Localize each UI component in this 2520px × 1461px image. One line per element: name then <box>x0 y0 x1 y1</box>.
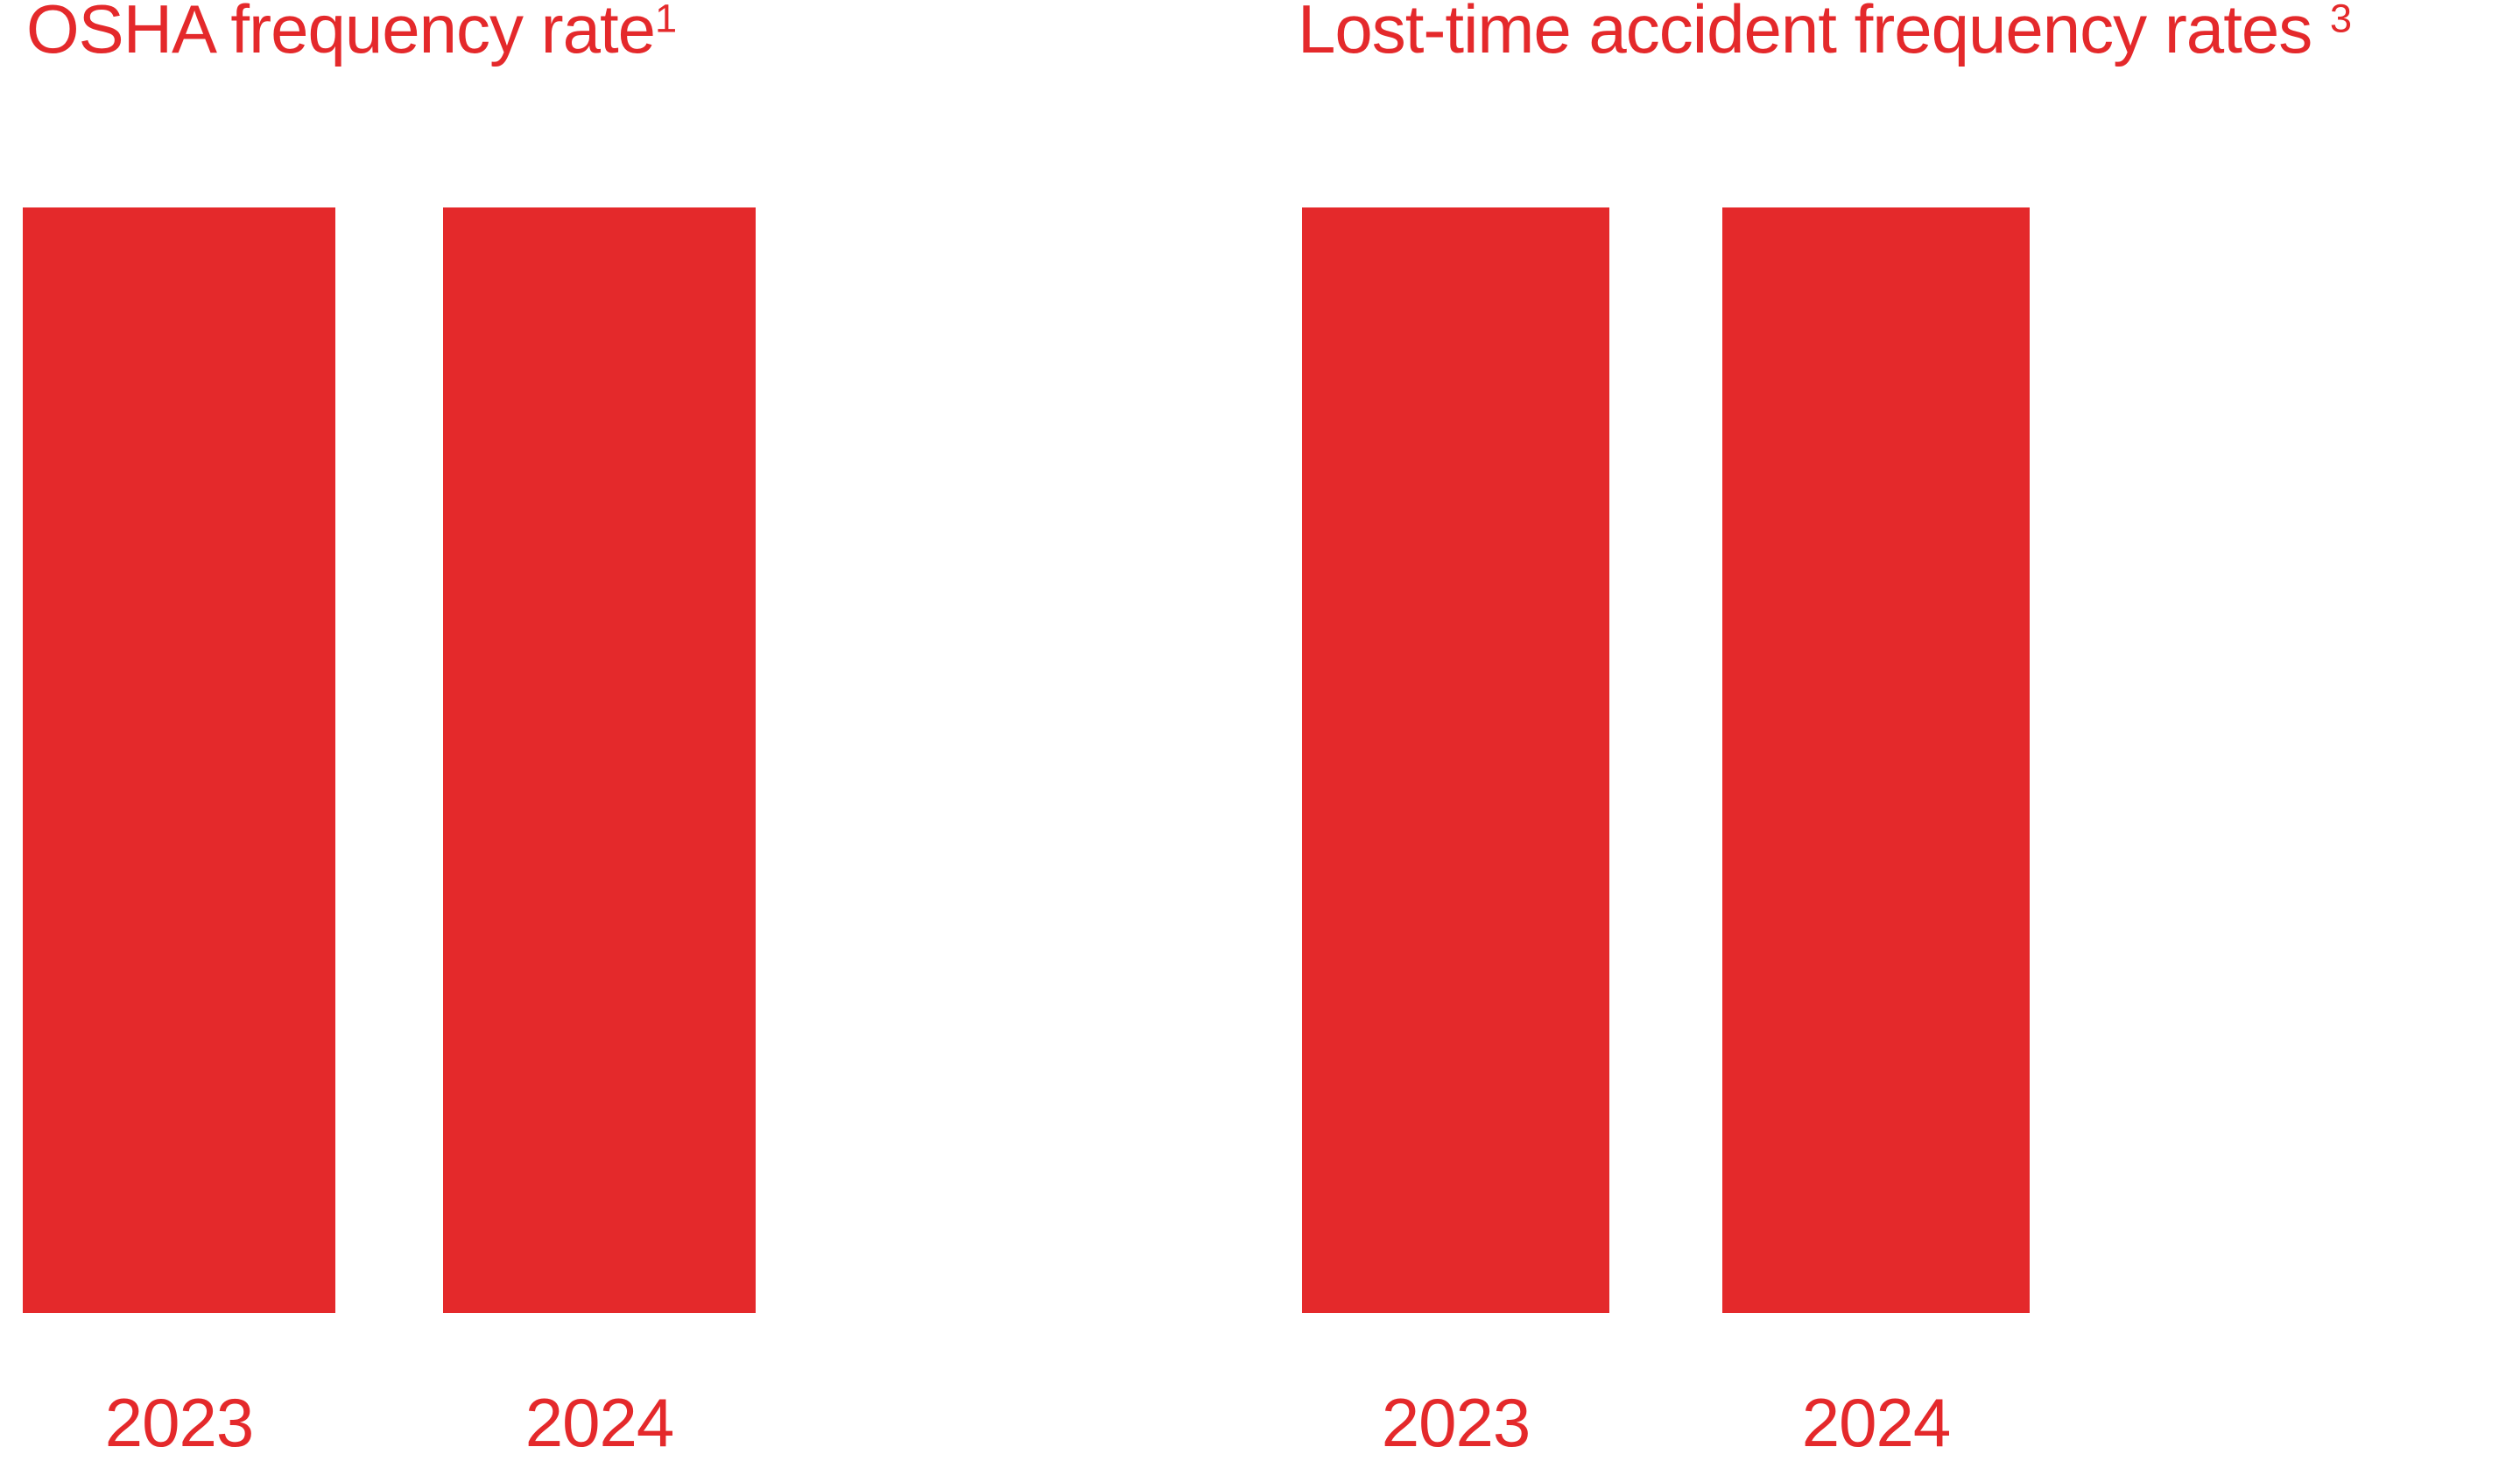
category-labels: 2023 2024 <box>23 1388 756 1457</box>
bar-2023 <box>1302 207 1609 1313</box>
bar-2023 <box>23 207 335 1313</box>
category-label-2024: 2024 <box>1801 1384 1952 1461</box>
category-label-2024: 2024 <box>524 1384 675 1461</box>
category-label-2023: 2023 <box>1381 1384 1531 1461</box>
chart-title: Lost-time accident frequency rates 3 <box>1298 0 2352 63</box>
plot-area <box>23 207 756 1313</box>
category-labels: 2023 2024 <box>1302 1388 2030 1457</box>
category-label-2023: 2023 <box>104 1384 255 1461</box>
bar-2024 <box>443 207 756 1313</box>
chart-title: OSHA frequency rate1 <box>26 0 677 63</box>
plot-area <box>1302 207 2030 1313</box>
bar-2024 <box>1722 207 2030 1313</box>
chart-lost-time-accident-frequency-rates: Lost-time accident frequency rates 3 202… <box>1298 0 2520 1457</box>
footnote-marker-1: 1 <box>655 0 677 41</box>
footnote-marker-3: 3 <box>2329 0 2352 41</box>
chart-title-text: Lost-time accident frequency rates <box>1298 0 2330 67</box>
chart-title-text: OSHA frequency rate <box>26 0 656 67</box>
chart-osha-frequency-rate: OSHA frequency rate1 2023 2024 <box>23 0 776 1457</box>
